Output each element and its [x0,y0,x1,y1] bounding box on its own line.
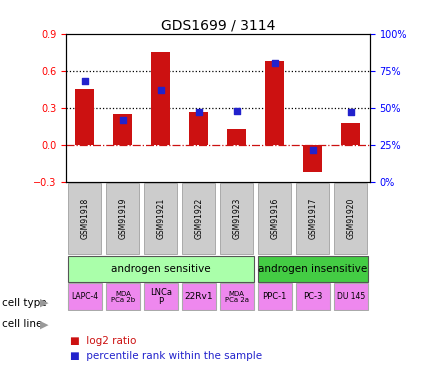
Bar [227,129,246,145]
Bar [189,112,208,145]
FancyBboxPatch shape [258,183,291,254]
Text: GSM91920: GSM91920 [346,198,355,239]
Bar [265,61,284,145]
FancyBboxPatch shape [334,284,368,310]
Text: androgen insensitive: androgen insensitive [258,264,367,274]
FancyBboxPatch shape [68,256,254,282]
FancyBboxPatch shape [68,284,102,310]
Text: MDA
PCa 2b: MDA PCa 2b [111,291,135,303]
Bar [151,52,170,145]
Point [347,110,354,116]
FancyBboxPatch shape [296,183,329,254]
Point [309,147,316,153]
Text: DU 145: DU 145 [337,292,365,302]
FancyBboxPatch shape [68,183,101,254]
Text: ▶: ▶ [40,298,49,308]
Text: 22Rv1: 22Rv1 [184,292,213,302]
Text: GSM91923: GSM91923 [232,198,241,239]
FancyBboxPatch shape [258,284,292,310]
Title: GDS1699 / 3114: GDS1699 / 3114 [161,19,275,33]
Text: GSM91917: GSM91917 [308,198,317,239]
Bar [75,89,94,145]
Text: MDA
PCa 2a: MDA PCa 2a [225,291,249,303]
FancyBboxPatch shape [258,256,368,282]
Text: ▶: ▶ [40,320,49,329]
FancyBboxPatch shape [106,284,140,310]
Point [196,110,202,116]
Text: PC-3: PC-3 [303,292,323,302]
Point [119,117,126,123]
FancyBboxPatch shape [220,183,253,254]
Bar [303,145,322,172]
Text: ■  log2 ratio: ■ log2 ratio [70,336,136,346]
FancyBboxPatch shape [182,284,216,310]
Point [272,60,278,66]
FancyBboxPatch shape [334,183,367,254]
FancyBboxPatch shape [220,284,254,310]
Text: GSM91918: GSM91918 [80,198,89,239]
Text: GSM91919: GSM91919 [118,198,127,239]
Text: LAPC-4: LAPC-4 [71,292,99,302]
FancyBboxPatch shape [144,183,177,254]
Point [157,87,164,93]
Text: GSM91916: GSM91916 [270,198,279,239]
Text: androgen sensitive: androgen sensitive [111,264,211,274]
FancyBboxPatch shape [144,284,178,310]
FancyBboxPatch shape [106,183,139,254]
Text: PPC-1: PPC-1 [263,292,287,302]
Text: LNCa
P: LNCa P [150,288,172,306]
Text: cell type: cell type [2,298,47,308]
Bar [341,123,360,145]
Text: cell line: cell line [2,320,42,329]
FancyBboxPatch shape [182,183,215,254]
Bar [113,114,132,145]
Text: GSM91921: GSM91921 [156,198,165,239]
Text: GSM91922: GSM91922 [194,198,203,239]
Text: ■  percentile rank within the sample: ■ percentile rank within the sample [70,351,262,361]
Point [82,78,88,84]
FancyBboxPatch shape [296,284,330,310]
Point [233,108,240,114]
